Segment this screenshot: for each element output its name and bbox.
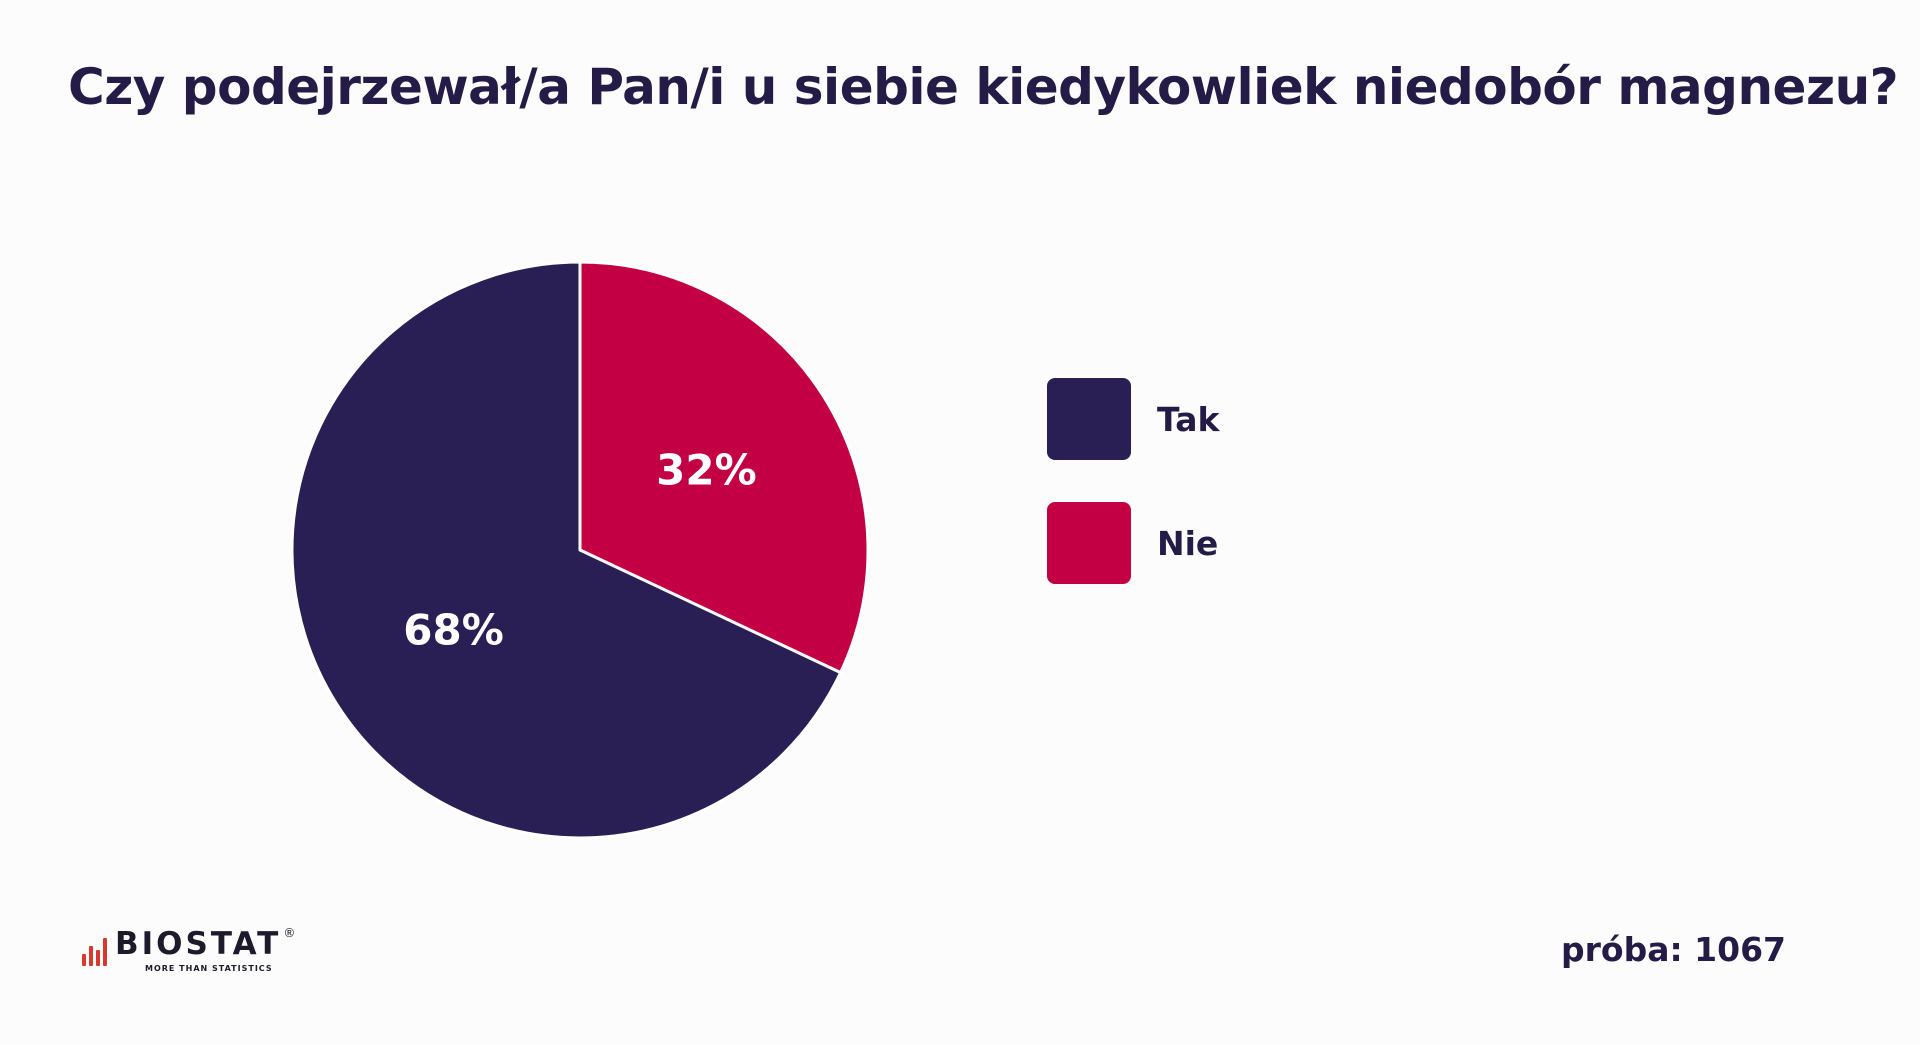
logo-registered-mark: ® bbox=[283, 926, 296, 940]
pie-label-nie: 32% bbox=[656, 445, 757, 494]
chart-legend: Tak Nie bbox=[1047, 378, 1219, 626]
logo-tagline: MORE THAN STATISTICS bbox=[145, 964, 273, 973]
sample-size-label: próba: 1067 bbox=[1561, 930, 1786, 969]
chart-title: Czy podejrzewał/a Pan/i u siebie kiedyko… bbox=[68, 58, 1899, 116]
pie-slice-nie bbox=[578, 260, 870, 675]
pie-slice-tak bbox=[290, 260, 843, 840]
legend-swatch-nie bbox=[1047, 502, 1131, 584]
pie-label-tak: 68% bbox=[403, 606, 504, 655]
legend-label-nie: Nie bbox=[1157, 523, 1219, 563]
legend-label-tak: Tak bbox=[1157, 399, 1220, 439]
logo-text: BIOSTAT ® MORE THAN STATISTICS bbox=[115, 926, 295, 973]
logo-wordmark: BIOSTAT bbox=[115, 926, 282, 962]
legend-item-nie: Nie bbox=[1047, 502, 1219, 584]
pie-chart: 32% 68% bbox=[290, 260, 870, 840]
legend-item-tak: Tak bbox=[1047, 378, 1219, 460]
legend-swatch-tak bbox=[1047, 378, 1131, 460]
biostat-logo: BIOSTAT ® MORE THAN STATISTICS bbox=[82, 926, 295, 973]
logo-bars-icon bbox=[82, 926, 107, 966]
